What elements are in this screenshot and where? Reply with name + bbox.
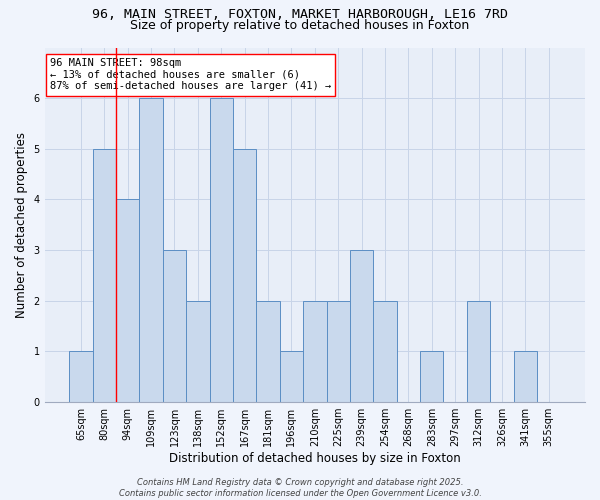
Text: 96 MAIN STREET: 98sqm
← 13% of detached houses are smaller (6)
87% of semi-detac: 96 MAIN STREET: 98sqm ← 13% of detached …	[50, 58, 331, 92]
Text: Contains HM Land Registry data © Crown copyright and database right 2025.
Contai: Contains HM Land Registry data © Crown c…	[119, 478, 481, 498]
Text: Size of property relative to detached houses in Foxton: Size of property relative to detached ho…	[130, 19, 470, 32]
Bar	[92, 149, 116, 402]
Text: 96, MAIN STREET, FOXTON, MARKET HARBOROUGH, LE16 7RD: 96, MAIN STREET, FOXTON, MARKET HARBOROU…	[92, 8, 508, 20]
Bar	[233, 149, 256, 402]
Bar	[514, 352, 537, 402]
Bar	[186, 301, 209, 402]
Bar	[280, 352, 303, 402]
Bar	[116, 200, 139, 402]
Bar	[139, 98, 163, 402]
Bar	[350, 250, 373, 402]
Bar	[467, 301, 490, 402]
Bar	[373, 301, 397, 402]
Bar	[163, 250, 186, 402]
Bar	[209, 98, 233, 402]
Bar	[420, 352, 443, 402]
Bar	[256, 301, 280, 402]
X-axis label: Distribution of detached houses by size in Foxton: Distribution of detached houses by size …	[169, 452, 461, 465]
Bar	[326, 301, 350, 402]
Y-axis label: Number of detached properties: Number of detached properties	[15, 132, 28, 318]
Bar	[303, 301, 326, 402]
Bar	[69, 352, 92, 402]
